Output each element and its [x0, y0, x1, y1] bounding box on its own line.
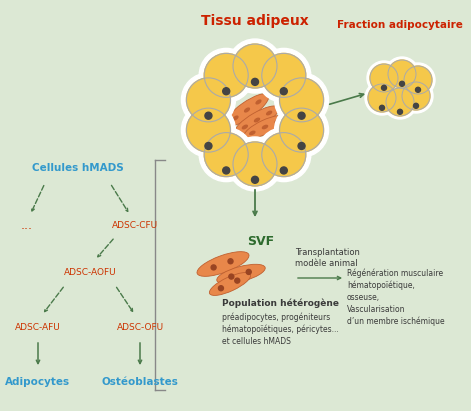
- Circle shape: [415, 87, 421, 92]
- Ellipse shape: [242, 125, 248, 129]
- Circle shape: [298, 143, 305, 150]
- Circle shape: [219, 286, 223, 291]
- Ellipse shape: [275, 119, 281, 123]
- Ellipse shape: [244, 115, 286, 139]
- Text: Ostéoblastes: Ostéoblastes: [102, 377, 179, 387]
- Circle shape: [228, 137, 282, 191]
- Circle shape: [280, 167, 287, 174]
- Circle shape: [233, 142, 277, 186]
- Ellipse shape: [262, 125, 268, 129]
- Circle shape: [262, 133, 306, 177]
- Text: SVF: SVF: [247, 235, 274, 248]
- Circle shape: [252, 176, 259, 183]
- Text: Tissu adipeux: Tissu adipeux: [201, 14, 309, 28]
- Text: Population hétérogène: Population hétérogène: [222, 298, 339, 307]
- Circle shape: [399, 81, 405, 86]
- Circle shape: [365, 81, 399, 115]
- Ellipse shape: [244, 107, 250, 113]
- Text: ADSC-OFU: ADSC-OFU: [116, 323, 163, 332]
- Text: Cellules hMADS: Cellules hMADS: [32, 163, 124, 173]
- Ellipse shape: [225, 94, 269, 126]
- Ellipse shape: [233, 115, 239, 120]
- Circle shape: [275, 103, 329, 157]
- Circle shape: [223, 167, 230, 174]
- Text: Adipocytes: Adipocytes: [6, 377, 71, 387]
- Circle shape: [187, 78, 230, 122]
- Ellipse shape: [254, 118, 260, 122]
- Circle shape: [235, 278, 240, 283]
- Circle shape: [233, 44, 277, 88]
- Circle shape: [380, 105, 384, 110]
- Circle shape: [252, 79, 259, 85]
- Circle shape: [280, 88, 287, 95]
- Circle shape: [368, 84, 396, 112]
- Circle shape: [414, 103, 419, 109]
- Circle shape: [257, 48, 311, 102]
- Circle shape: [275, 73, 329, 127]
- Ellipse shape: [197, 252, 249, 276]
- Circle shape: [204, 133, 248, 177]
- Circle shape: [298, 112, 305, 119]
- Circle shape: [199, 127, 253, 182]
- Circle shape: [204, 53, 248, 97]
- Text: ADSC-AOFU: ADSC-AOFU: [64, 268, 116, 277]
- Circle shape: [401, 63, 435, 97]
- Circle shape: [367, 61, 401, 95]
- Circle shape: [398, 109, 403, 114]
- Text: ADSC-AFU: ADSC-AFU: [15, 323, 61, 332]
- Circle shape: [211, 265, 216, 270]
- Circle shape: [262, 53, 306, 97]
- Circle shape: [382, 85, 387, 90]
- Circle shape: [228, 39, 282, 93]
- Circle shape: [223, 88, 230, 95]
- Ellipse shape: [255, 99, 261, 104]
- Circle shape: [181, 103, 236, 157]
- Circle shape: [229, 274, 234, 279]
- Text: Régénération musculaire
hématopoïétique,
osseuse,
Vascularisation
d’un membre is: Régénération musculaire hématopoïétique,…: [347, 268, 445, 326]
- Circle shape: [246, 270, 251, 275]
- Text: Fraction adipocytaire: Fraction adipocytaire: [337, 20, 463, 30]
- Ellipse shape: [249, 131, 256, 135]
- Circle shape: [205, 143, 212, 150]
- Circle shape: [199, 48, 253, 102]
- Ellipse shape: [210, 272, 251, 296]
- Circle shape: [280, 108, 324, 152]
- Circle shape: [228, 259, 233, 264]
- Circle shape: [187, 108, 230, 152]
- Ellipse shape: [235, 106, 279, 134]
- Text: ...: ...: [21, 219, 33, 231]
- Circle shape: [257, 127, 311, 182]
- Circle shape: [205, 112, 212, 119]
- Circle shape: [181, 73, 236, 127]
- Circle shape: [386, 88, 414, 116]
- Circle shape: [280, 78, 324, 122]
- Circle shape: [388, 60, 416, 88]
- Ellipse shape: [217, 264, 265, 284]
- Circle shape: [383, 85, 417, 119]
- Circle shape: [399, 79, 433, 113]
- Text: préadipocytes, progéniteurs
hématopoïétiques, péricytes...
et cellules hMADS: préadipocytes, progéniteurs hématopoïéti…: [222, 312, 339, 346]
- Circle shape: [404, 66, 432, 94]
- Text: ADSC-CFU: ADSC-CFU: [112, 220, 158, 229]
- Circle shape: [402, 82, 430, 110]
- Ellipse shape: [266, 111, 272, 115]
- Circle shape: [370, 64, 398, 92]
- Circle shape: [385, 57, 419, 91]
- Text: Transplantation
modèle animal: Transplantation modèle animal: [295, 248, 360, 268]
